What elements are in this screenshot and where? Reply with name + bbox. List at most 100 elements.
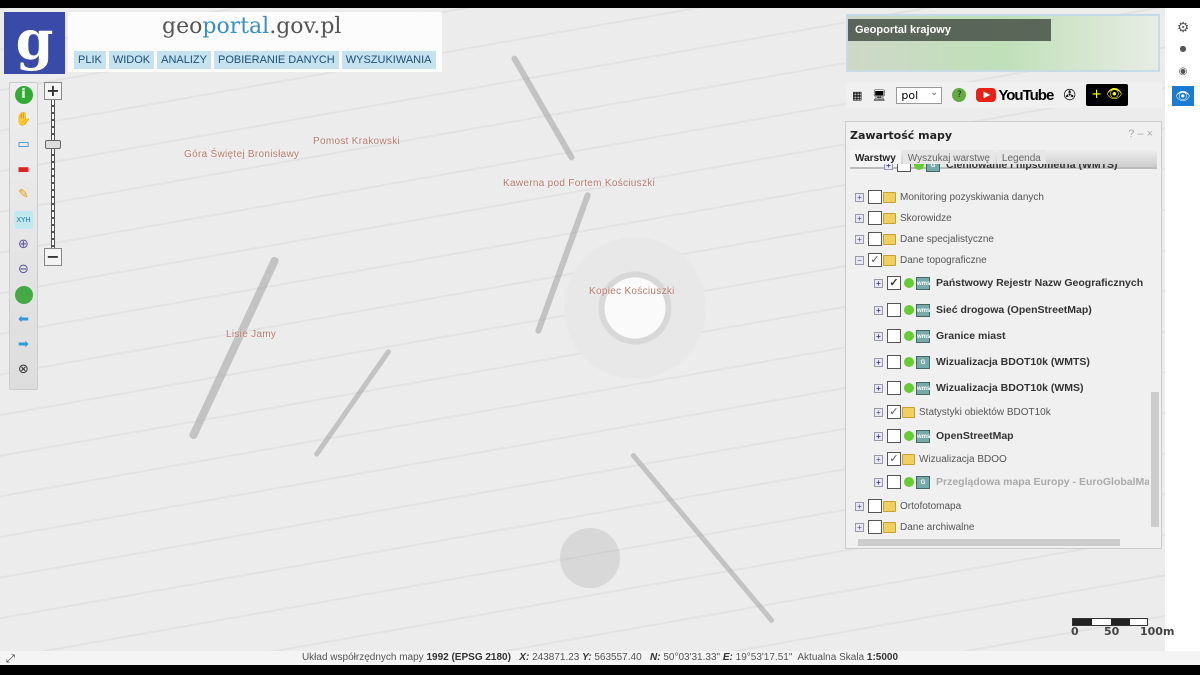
expand-icon[interactable]: + — [874, 454, 883, 464]
expand-icon[interactable]: + — [874, 383, 883, 393]
accessibility-icon[interactable]: ✇ — [1063, 86, 1076, 104]
geoportal-logo[interactable]: g — [4, 12, 65, 74]
wms-icon[interactable]: 🖥 — [872, 88, 887, 102]
layer-label[interactable]: Wizualizacja BDOO — [919, 453, 1007, 465]
layer-row: + G Przeglądowa mapa Europy - EuroGlobalMa… — [874, 473, 1149, 491]
dot-icon[interactable]: ● — [1179, 44, 1187, 53]
zoom-out-button[interactable]: − — [44, 248, 62, 266]
panel-controls[interactable]: ? – × — [1128, 128, 1153, 140]
expand-icon[interactable]: + — [874, 278, 883, 288]
menu-wyszukiwania[interactable]: WYSZUKIWANIA — [341, 51, 436, 69]
pencil-icon[interactable]: ✎ — [18, 187, 29, 202]
contrast-eye-button[interactable]: + 👁 — [1085, 84, 1128, 106]
layer-label[interactable]: Wizualizacja BDOT10k (WMS) — [936, 382, 1084, 394]
settings-gears-icon[interactable]: ⚙ — [1176, 20, 1190, 36]
zoom-track[interactable] — [51, 100, 55, 248]
expand-icon[interactable]: + — [874, 477, 883, 487]
back-arrow-icon[interactable]: ⬅ — [18, 312, 29, 327]
tab-warstwy[interactable]: Warstwy — [850, 150, 901, 167]
menu-analizy[interactable]: ANALIZY — [157, 51, 211, 69]
layer-label[interactable]: Dane archiwalne — [900, 521, 975, 533]
expand-icon[interactable]: + — [874, 431, 883, 441]
reset-icon[interactable]: ⊗ — [18, 362, 29, 377]
xyh-icon[interactable]: XYH — [14, 211, 33, 229]
overview-minimap[interactable]: Geoportal krajowy — [846, 14, 1160, 72]
tab-legenda[interactable]: Legenda — [996, 150, 1046, 167]
layer-label[interactable]: Granice miast — [936, 330, 1006, 342]
layer-checkbox[interactable] — [868, 499, 882, 513]
layer-label[interactable]: Skorowidze — [900, 212, 952, 224]
layer-checkbox[interactable] — [868, 190, 882, 204]
layer-label[interactable]: Przeglądowa mapa Europy - EuroGlobalMap — [936, 476, 1149, 488]
layer-checkbox[interactable] — [887, 429, 901, 443]
layer-checkbox[interactable] — [868, 520, 882, 534]
layer-label[interactable]: Ortofotomapa — [900, 500, 962, 512]
layer-label[interactable]: Wizualizacja BDOT10k (WMTS) — [936, 356, 1090, 368]
layer-checkbox[interactable] — [887, 329, 901, 343]
help-icon[interactable]: ? — [952, 88, 967, 102]
layer-checkbox[interactable]: ✓ — [887, 276, 901, 290]
horizontal-scrollbar[interactable] — [858, 539, 1120, 546]
language-select[interactable]: pol — [896, 85, 943, 104]
right-sidebar: ⚙ ● ◉ 👁 ▼ — [1165, 8, 1200, 667]
expand-icon[interactable]: + — [855, 213, 864, 223]
zoom-in-icon[interactable]: ⊕ — [18, 237, 29, 252]
layout-icon[interactable]: ▦ — [852, 88, 863, 102]
menu-pobieranie-danych[interactable]: POBIERANIE DANYCH — [214, 51, 339, 69]
layer-row: + Monitoring pozyskiwania danych — [855, 188, 1044, 206]
layer-label[interactable]: Monitoring pozyskiwania danych — [900, 191, 1044, 203]
vertical-scrollbar[interactable] — [1151, 392, 1159, 527]
expand-icon[interactable]: + — [874, 305, 883, 315]
pan-hand-icon[interactable]: ✋ — [15, 112, 32, 127]
zoom-slider[interactable]: + − — [44, 82, 62, 266]
zoom-handle[interactable] — [45, 140, 61, 149]
x-value: 243871.23 — [532, 652, 580, 663]
youtube-link[interactable]: ▶ YouTube — [976, 87, 1054, 104]
layer-checkbox[interactable]: ✓ — [887, 405, 901, 419]
deselect-rectangle-icon[interactable]: ▬ — [17, 162, 30, 177]
status-dot-icon — [904, 305, 914, 315]
zoom-in-button[interactable]: + — [44, 82, 62, 100]
forward-arrow-icon[interactable]: ➡ — [18, 337, 29, 352]
layer-label[interactable]: Statystyki obiektów BDOT10k — [919, 406, 1051, 418]
expand-icon[interactable]: + — [874, 357, 883, 367]
layer-checkbox[interactable] — [897, 164, 911, 172]
layer-tree: + G Cieniowanie i hipsometria (WMTS) + Monit… — [846, 164, 1149, 536]
layer-checkbox[interactable] — [887, 381, 901, 395]
expand-icon[interactable]: + — [855, 522, 864, 532]
layer-label[interactable]: Państwowy Rejestr Nazw Geograficznych — [936, 277, 1144, 289]
globe-icon[interactable] — [14, 286, 33, 304]
expand-icon[interactable]: + — [884, 164, 893, 170]
eye-small-icon[interactable]: ◉ — [1178, 66, 1188, 77]
expand-icon[interactable]: + — [855, 192, 864, 202]
layer-label[interactable]: Cieniowanie i hipsometria (WMTS) — [946, 164, 1118, 171]
expand-icon[interactable]: + — [855, 501, 864, 511]
layer-label[interactable]: Sieć drogowa (OpenStreetMap) — [936, 304, 1092, 316]
layer-checkbox[interactable]: ✓ — [887, 452, 901, 466]
fullscreen-icon[interactable]: ⤢ — [6, 652, 15, 665]
menu-plik[interactable]: PLIK — [74, 51, 106, 69]
layer-checkbox[interactable] — [868, 232, 882, 246]
layer-row: + Ortofotomapa — [855, 497, 961, 515]
map-label: Kopiec Kościuszki — [589, 286, 675, 297]
collapse-icon[interactable]: − — [855, 255, 864, 265]
layer-label[interactable]: OpenStreetMap — [936, 430, 1014, 442]
select-rectangle-icon[interactable]: ▭ — [17, 137, 30, 152]
map-label: Kawerna pod Fortem Kościuszki — [503, 178, 656, 189]
layer-checkbox[interactable]: ✓ — [868, 253, 882, 267]
layer-checkbox[interactable] — [887, 355, 901, 369]
info-icon[interactable]: i — [14, 86, 33, 104]
expand-icon[interactable]: + — [855, 234, 864, 244]
expand-icon[interactable]: + — [874, 331, 883, 341]
menu-widok[interactable]: WIDOK — [108, 51, 155, 69]
eye-toggle-icon[interactable]: 👁 — [1172, 86, 1194, 106]
zoom-out-icon[interactable]: ⊖ — [18, 262, 29, 277]
layer-checkbox[interactable] — [887, 475, 901, 489]
expand-icon[interactable]: + — [874, 407, 883, 417]
tab-wyszukaj-warstwe[interactable]: Wyszukaj warstwę — [902, 150, 995, 167]
layer-checkbox[interactable] — [868, 211, 882, 225]
layer-checkbox[interactable] — [887, 303, 901, 317]
layer-label[interactable]: Dane specjalistyczne — [900, 233, 994, 245]
layer-label[interactable]: Dane topograficzne — [900, 254, 987, 266]
x-label: X: — [519, 652, 530, 663]
